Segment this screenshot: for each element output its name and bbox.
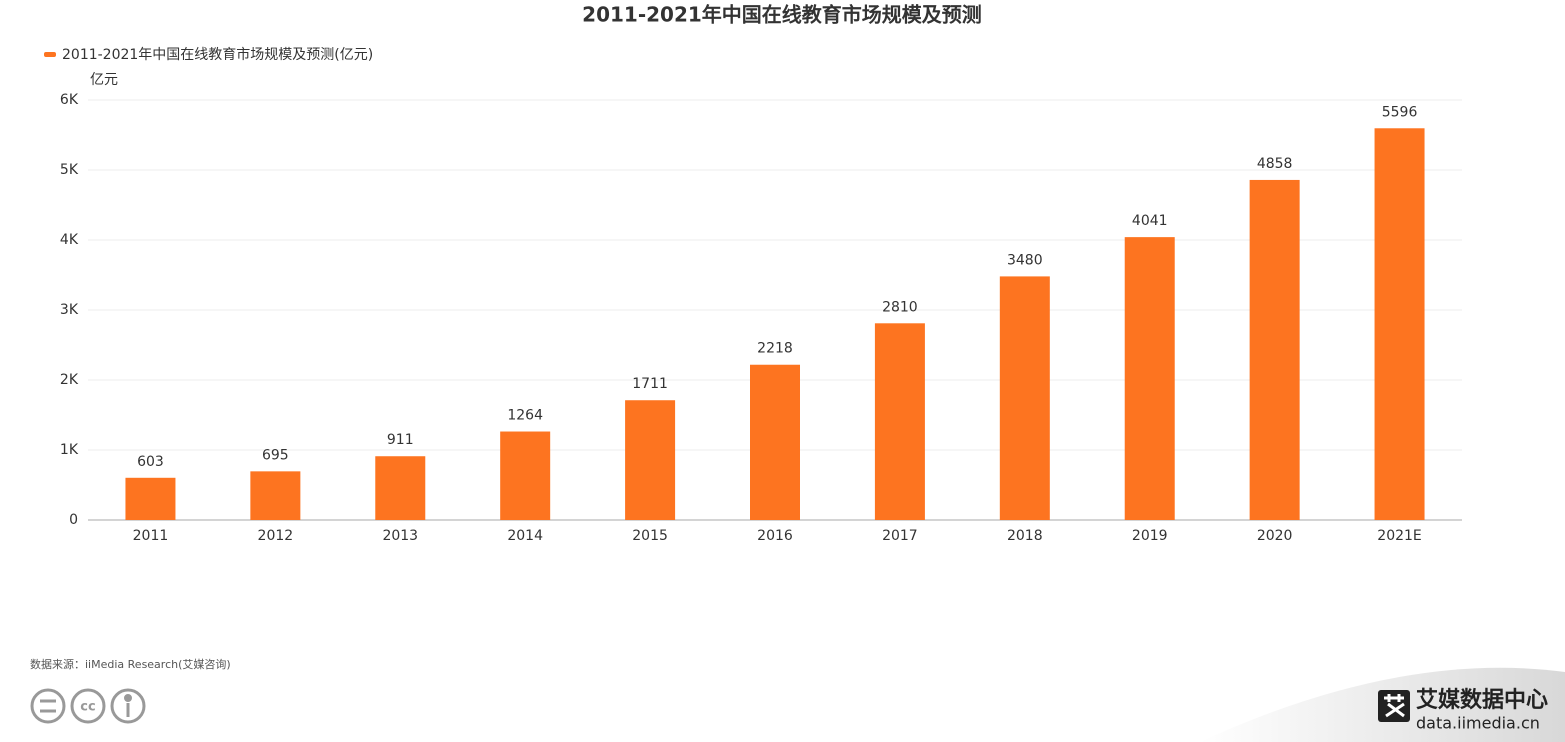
- data-label: 1264: [507, 408, 543, 424]
- data-label: 603: [137, 454, 164, 470]
- x-tick-label: 2013: [382, 528, 418, 544]
- data-label: 1711: [632, 376, 668, 392]
- y-tick-label: 1K: [60, 442, 79, 458]
- legend-label: 2011-2021年中国在线教育市场规模及预测(亿元): [62, 46, 373, 63]
- x-tick-label: 2018: [1007, 528, 1043, 544]
- bar: [750, 364, 800, 520]
- y-tick-label: 3K: [60, 302, 79, 318]
- brand-url: data.iimedia.cn: [1416, 714, 1540, 733]
- bar: [1249, 179, 1300, 520]
- data-label: 4041: [1132, 213, 1168, 229]
- x-tick-label: 2021E: [1377, 528, 1421, 544]
- y-tick-label: 4K: [60, 232, 79, 248]
- cc-icons: [30, 688, 146, 724]
- data-label: 3480: [1007, 252, 1043, 268]
- data-label: 2218: [757, 341, 793, 357]
- bar: [1124, 237, 1175, 520]
- bar: [999, 276, 1050, 520]
- data-label: 4858: [1257, 156, 1293, 172]
- y-tick-label: 5K: [60, 162, 79, 178]
- x-tick-label: 2011: [133, 528, 169, 544]
- legend-swatch: [44, 52, 56, 57]
- bar: [625, 400, 676, 520]
- y-tick-label: 0: [69, 512, 78, 528]
- cc-text: cc: [80, 700, 95, 715]
- x-tick-label: 2015: [632, 528, 668, 544]
- bar: [500, 431, 551, 520]
- bar: [1374, 128, 1425, 520]
- y-tick-label: 2K: [60, 372, 79, 388]
- bar: [250, 471, 301, 520]
- x-tick-label: 2019: [1132, 528, 1168, 544]
- bar: [874, 323, 925, 520]
- data-label: 911: [387, 432, 414, 448]
- logo-box: [1378, 690, 1410, 722]
- x-tick-label: 2014: [507, 528, 543, 544]
- bar: [125, 477, 176, 520]
- data-label: 5596: [1382, 104, 1418, 120]
- chart-title: 2011-2021年中国在线教育市场规模及预测: [582, 3, 982, 27]
- bar: [375, 456, 426, 520]
- logo-icon: [1384, 694, 1405, 718]
- x-tick-label: 2012: [258, 528, 294, 544]
- x-tick-label: 2017: [882, 528, 918, 544]
- y-unit: 亿元: [90, 72, 118, 88]
- source: 数据来源：iiMedia Research(艾媒咨询): [30, 657, 231, 671]
- legend: 2011-2021年中国在线教育市场规模及预测(亿元): [44, 46, 373, 63]
- data-label: 2810: [882, 299, 918, 315]
- data-label: 695: [262, 447, 289, 463]
- x-tick-label: 2020: [1257, 528, 1293, 544]
- y-tick-label: 6K: [60, 92, 79, 108]
- brand: 艾媒数据中心: [1416, 687, 1548, 713]
- x-tick-label: 2016: [757, 528, 793, 544]
